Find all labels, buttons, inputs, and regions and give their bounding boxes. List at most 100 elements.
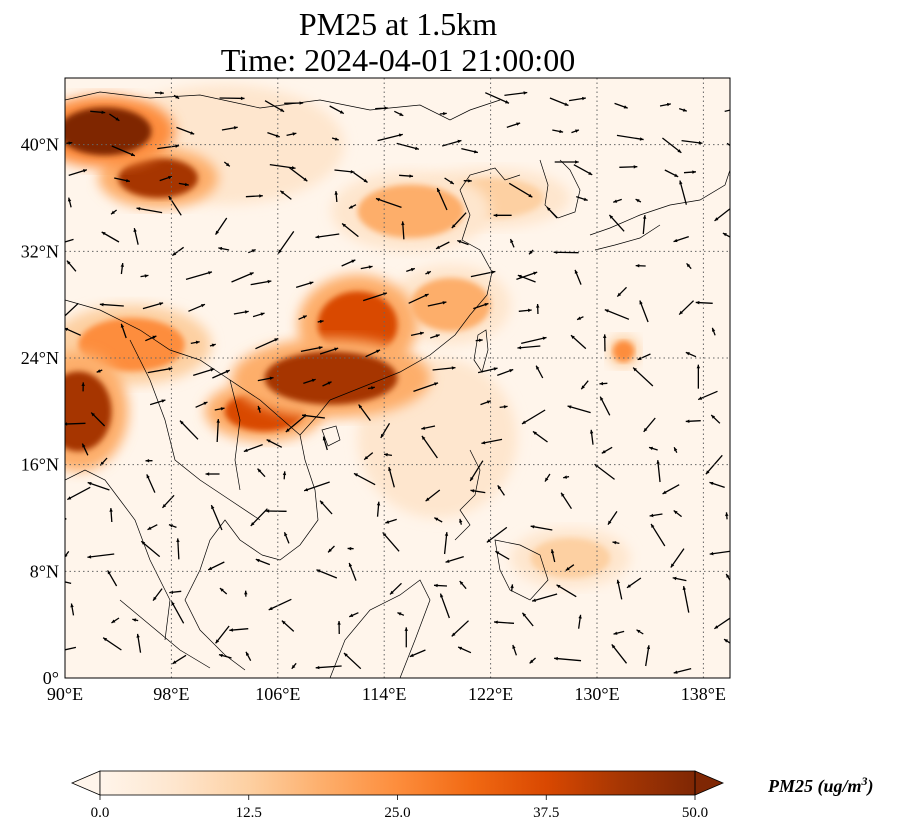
wind-arrow-shaft [193, 368, 215, 376]
wind-arrow-head [328, 548, 332, 553]
wind-arrow-head [565, 567, 570, 571]
wind-arrow-head [636, 629, 641, 634]
wind-arrow-head [646, 645, 651, 650]
wind-arrow-shaft [682, 586, 690, 613]
wind-arrow-head [211, 505, 215, 510]
wind-arrow-head [517, 345, 522, 350]
wind-arrow-head [190, 131, 195, 135]
wind-arrow-head [243, 448, 248, 452]
wind-arrow-shaft [168, 195, 182, 216]
wind-arrow-head [130, 152, 135, 156]
wind-arrow-shaft [713, 617, 730, 630]
wind-arrow-head [679, 180, 683, 185]
wind-arrow-shaft [662, 137, 682, 154]
pm25-hotspot-10 [264, 351, 398, 405]
wind-arrow-head [315, 665, 320, 670]
wind-arrow-head [709, 481, 714, 486]
coastline-japan [589, 169, 730, 236]
wind-arrow-head [410, 268, 415, 272]
wind-arrow-head [617, 292, 622, 297]
wind-arrow-head [510, 584, 514, 589]
wind-arrow-head [437, 188, 441, 193]
coastline-china-east [329, 189, 493, 401]
wind-arrow-head [319, 319, 324, 324]
wind-arrow-head [172, 660, 177, 664]
wind-arrow-head [109, 508, 113, 512]
wind-arrow-head [65, 554, 68, 558]
wind-arrow-head [347, 546, 352, 551]
lon-label: 114°E [362, 684, 407, 704]
wind-arrow-shaft [485, 92, 510, 104]
wind-arrow-shaft [301, 414, 325, 419]
wind-arrow-head [574, 269, 579, 274]
wind-arrow-head [436, 245, 441, 249]
map-title-line-1: PM25 at 1.5km [298, 6, 498, 42]
wind-arrow-head [670, 563, 675, 568]
coastline-myanmar [65, 469, 171, 641]
wind-arrow-head [419, 331, 424, 336]
wind-arrow-head [445, 559, 450, 563]
wind-arrow-head [459, 581, 464, 585]
wind-arrow-shaft [255, 337, 279, 350]
wind-arrow-head [673, 670, 678, 674]
pm25-hotspot-13 [65, 107, 152, 156]
wind-arrow-shaft [343, 652, 362, 670]
wind-arrow-head [82, 169, 87, 173]
longitude-labels: 90°E 98°E 106°E 114°E 122°E 130°E 138°E [47, 684, 726, 704]
wind-arrow-head [470, 477, 474, 482]
pm25-field [65, 84, 640, 588]
wind-arrow-head [711, 327, 716, 332]
colorbar-title-text: PM25 (ug/m [768, 776, 862, 796]
wind-arrow-head [505, 100, 510, 104]
colorbar-ramp [100, 771, 695, 795]
pm25-hotspot-12 [118, 158, 198, 198]
wind-arrow-head [342, 223, 346, 228]
wind-arrow-head [380, 433, 385, 438]
colorbar-tick-label: 0.0 [91, 805, 110, 821]
wind-arrow-head [426, 271, 431, 275]
wind-arrow-head [633, 165, 638, 169]
wind-arrow-head [375, 198, 380, 202]
wind-arrow-shaft [216, 418, 220, 443]
wind-arrow-head [257, 468, 262, 473]
wind-arrow-head [91, 412, 95, 417]
wind-arrow-head [623, 105, 628, 109]
wind-arrow-head [368, 265, 373, 269]
wind-arrow-head [350, 169, 355, 174]
wind-arrow-head [208, 566, 213, 570]
wind-arrow-head [542, 336, 547, 340]
wind-arrow-shaft [469, 460, 484, 482]
wind-arrow-head [146, 474, 150, 479]
wind-arrow-head [468, 179, 472, 183]
wind-arrow-head [303, 177, 308, 182]
wind-arrow-head [67, 197, 72, 202]
wind-arrow-head [503, 405, 508, 409]
wind-arrow-head [96, 369, 101, 373]
wind-arrow-head [383, 452, 388, 457]
colorbar-title-superscript: 3 [861, 774, 868, 788]
wind-arrow-head [666, 102, 671, 107]
wind-arrow-shaft [65, 517, 67, 520]
wind-arrow-head [444, 532, 449, 536]
wind-arrow-head [267, 279, 272, 284]
wind-arrow-head [674, 447, 678, 452]
wind-arrow-head [389, 590, 394, 595]
wind-arrow-head [705, 470, 710, 475]
wind-arrow-shaft [439, 593, 450, 619]
wind-arrow-head [59, 318, 63, 322]
wind-arrow-shaft [316, 569, 338, 579]
wind-arrow-head [459, 518, 463, 523]
wind-arrow-head [291, 166, 296, 170]
lat-label: 0° [43, 668, 59, 688]
wind-arrow-shaft [639, 300, 649, 323]
wind-arrow-head [440, 593, 444, 598]
colorbar-tick-label: 50.0 [682, 805, 708, 821]
wind-arrow-head [529, 659, 534, 664]
wind-arrow-shaft [353, 472, 376, 486]
wind-arrow-shaft [679, 180, 688, 205]
wind-arrow-head [726, 573, 730, 578]
wind-arrow-head [65, 327, 69, 332]
wind-arrow-shaft [210, 504, 223, 531]
wind-arrow-head [175, 95, 180, 99]
